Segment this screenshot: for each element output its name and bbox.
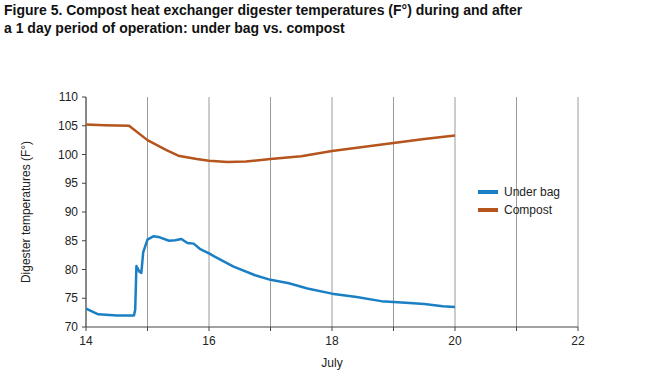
y-axis: [86, 97, 87, 327]
x-tick: [147, 327, 148, 331]
x-tick: [393, 327, 394, 331]
x-tick: [86, 327, 87, 331]
grid-line: [270, 97, 271, 327]
title-line: Figure 5. Compost heat exchanger digeste…: [4, 2, 523, 18]
grid-line: [393, 97, 394, 327]
y-tick: [82, 212, 86, 213]
x-tick: [270, 327, 271, 331]
y-tick-label: 90: [65, 205, 79, 219]
x-tick: [578, 327, 579, 331]
grid-line: [147, 97, 148, 327]
series-line: [86, 125, 455, 162]
x-axis: [86, 327, 578, 328]
grid-line: [209, 97, 210, 327]
x-tick: [455, 327, 456, 331]
y-tick: [82, 125, 86, 126]
y-tick: [82, 154, 86, 155]
series-line: [86, 236, 455, 315]
y-tick-label: 110: [59, 90, 78, 104]
x-tick: [209, 327, 210, 331]
x-tick: [516, 327, 517, 331]
title-line: a 1 day period of operation: under bag v…: [4, 20, 345, 36]
x-axis-label: July: [321, 356, 342, 370]
x-tick-label: 20: [448, 334, 462, 348]
y-tick: [82, 183, 86, 184]
y-tick-label: 75: [65, 291, 79, 305]
y-tick: [82, 298, 86, 299]
y-tick-label: 80: [65, 263, 79, 277]
title: Figure 5. Compost heat exchanger digeste…: [4, 2, 523, 36]
x-tick-label: 14: [79, 334, 93, 348]
legend-swatch: [478, 190, 498, 194]
x-tick: [332, 327, 333, 331]
y-tick-label: 70: [65, 320, 79, 334]
grid-line: [455, 97, 456, 327]
y-tick-label: 105: [58, 119, 78, 133]
y-tick: [82, 327, 86, 328]
chart: Figure 5. Compost heat exchanger digeste…: [0, 0, 664, 382]
legend-swatch: [478, 208, 498, 212]
y-tick: [82, 240, 86, 241]
y-tick-label: 85: [65, 234, 79, 248]
grid-line: [86, 97, 87, 327]
legend-label: Compost: [504, 203, 553, 217]
x-tick-label: 16: [202, 334, 216, 348]
legend-label: Under bag: [504, 185, 560, 199]
y-tick-label: 100: [58, 148, 78, 162]
x-tick-label: 18: [325, 334, 339, 348]
y-tick: [82, 97, 86, 98]
grid-line: [578, 97, 579, 327]
x-tick-label: 22: [571, 334, 585, 348]
plot-area: [86, 125, 455, 316]
y-axis-label: Digester temperatures (F°): [19, 141, 33, 283]
y-tick-label: 95: [65, 176, 79, 190]
y-tick: [82, 269, 86, 270]
